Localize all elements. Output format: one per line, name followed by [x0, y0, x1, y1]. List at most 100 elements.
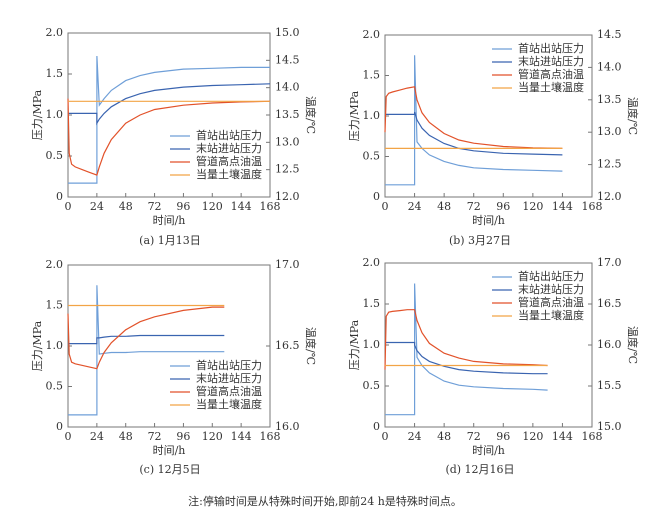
- y-tick-label: 0: [56, 190, 63, 203]
- y-tick-label: 1.0: [363, 338, 381, 351]
- y2-tick-label: 14.0: [597, 60, 622, 73]
- y-tick-label: 1.5: [46, 299, 64, 312]
- y2-tick-label: 14.0: [275, 81, 300, 94]
- y-tick-label: 0.5: [46, 380, 64, 393]
- x-tick-label: 120: [522, 200, 543, 213]
- legend-label: 末站进站压力: [196, 371, 262, 385]
- x-tick-label: 120: [202, 430, 223, 443]
- y-tick-label: 1.0: [46, 339, 64, 352]
- y-tick-label: 0.5: [363, 150, 381, 163]
- x-axis-label: 时间/h: [472, 214, 505, 227]
- x-tick-label: 144: [552, 200, 573, 213]
- x-tick-label: 120: [202, 200, 223, 213]
- y2-tick-label: 13.0: [597, 125, 622, 138]
- y2-axis-label: 温度/℃: [626, 97, 640, 135]
- x-tick-label: 48: [119, 200, 133, 213]
- legend-label: 末站进站压力: [518, 54, 584, 68]
- series-line: [68, 285, 225, 416]
- x-tick-label: 144: [552, 430, 573, 443]
- x-tick-label: 168: [260, 430, 281, 443]
- x-tick-label: 0: [65, 200, 72, 213]
- series-line: [385, 55, 563, 186]
- x-tick-label: 144: [231, 430, 252, 443]
- x-tick-label: 72: [148, 200, 162, 213]
- y2-tick-label: 12.5: [597, 158, 622, 171]
- x-tick-label: 0: [382, 430, 389, 443]
- y-tick-label: 1.0: [363, 109, 381, 122]
- x-tick-label: 96: [496, 430, 510, 443]
- legend-label: 首站出站压力: [518, 269, 584, 283]
- y-tick-label: 1.5: [363, 69, 381, 82]
- y2-tick-label: 13.0: [275, 135, 300, 148]
- x-axis-label: 时间/h: [153, 444, 186, 457]
- y2-tick-label: 14.5: [597, 28, 622, 41]
- legend-label: 当量土壤温度: [196, 167, 262, 181]
- x-tick-label: 96: [176, 200, 190, 213]
- y-axis-label: 压力/MPa: [348, 90, 361, 141]
- y2-tick-label: 15.5: [597, 379, 622, 392]
- x-axis-label: 时间/h: [153, 214, 186, 227]
- x-tick-label: 168: [582, 430, 603, 443]
- x-tick-label: 72: [148, 430, 162, 443]
- figure-note: 注:停输时间是从特殊时间开始,即前24 h是特殊时间点。: [188, 494, 462, 508]
- y2-tick-label: 15.0: [597, 420, 622, 433]
- y2-tick-label: 16.0: [275, 420, 300, 433]
- legend-label: 首站出站压力: [518, 41, 584, 55]
- series-line: [385, 111, 563, 156]
- y2-tick-label: 17.0: [597, 256, 622, 269]
- y2-tick-label: 16.0: [597, 338, 622, 351]
- y-tick-label: 0: [373, 420, 380, 433]
- y2-axis-label: 温度/℃: [304, 327, 318, 365]
- y2-tick-label: 12.5: [275, 163, 300, 176]
- y2-tick-label: 14.5: [275, 53, 300, 66]
- series-line: [68, 334, 225, 345]
- x-tick-label: 72: [467, 200, 481, 213]
- y2-tick-label: 16.5: [275, 339, 300, 352]
- y-tick-label: 1.5: [46, 67, 64, 80]
- series-line: [384, 309, 548, 370]
- legend-label: 管道高点油温: [518, 67, 584, 81]
- y-tick-label: 0.5: [363, 379, 381, 392]
- legend-label: 管道高点油温: [196, 154, 262, 168]
- legend-label: 首站出站压力: [196, 358, 262, 372]
- x-tick-label: 48: [437, 200, 451, 213]
- y-tick-label: 2.0: [46, 26, 64, 39]
- chart-caption: (d) 12月16日: [445, 463, 514, 476]
- legend-label: 当量土壤温度: [518, 80, 584, 94]
- y-tick-label: 0: [373, 190, 380, 203]
- x-tick-label: 48: [437, 430, 451, 443]
- x-tick-label: 168: [260, 200, 281, 213]
- x-tick-label: 168: [582, 200, 603, 213]
- y-tick-label: 1.0: [46, 108, 64, 121]
- x-tick-label: 24: [408, 200, 422, 213]
- x-tick-label: 72: [467, 430, 481, 443]
- legend-label: 末站进站压力: [518, 282, 584, 296]
- y-tick-label: 2.0: [46, 258, 64, 271]
- legend-label: 当量土壤温度: [518, 308, 584, 322]
- y-tick-label: 2.0: [363, 256, 381, 269]
- series-line: [384, 86, 563, 149]
- y-axis-label: 压力/MPa: [31, 320, 44, 371]
- y2-axis-label: 温度/℃: [626, 326, 640, 364]
- series-line: [385, 341, 548, 375]
- x-tick-label: 0: [382, 200, 389, 213]
- y2-axis-label: 温度/℃: [304, 96, 318, 134]
- chart-caption: (a) 1月13日: [139, 234, 201, 247]
- legend-label: 当量土壤温度: [196, 397, 262, 411]
- y-axis-label: 压力/MPa: [31, 89, 44, 140]
- x-tick-label: 24: [90, 430, 104, 443]
- y-tick-label: 2.0: [363, 28, 381, 41]
- x-tick-label: 144: [231, 200, 252, 213]
- x-tick-label: 48: [119, 430, 133, 443]
- x-tick-label: 24: [90, 200, 104, 213]
- legend-label: 管道高点油温: [518, 295, 584, 309]
- legend-label: 首站出站压力: [196, 128, 262, 142]
- series-line: [67, 98, 271, 176]
- chart-caption: (c) 12月5日: [139, 463, 200, 476]
- y2-tick-label: 15.0: [275, 26, 300, 39]
- x-axis-label: 时间/h: [472, 444, 505, 457]
- y2-tick-label: 16.5: [597, 297, 622, 310]
- series-line: [68, 83, 271, 126]
- legend-label: 末站进站压力: [196, 141, 262, 155]
- x-tick-label: 0: [65, 430, 72, 443]
